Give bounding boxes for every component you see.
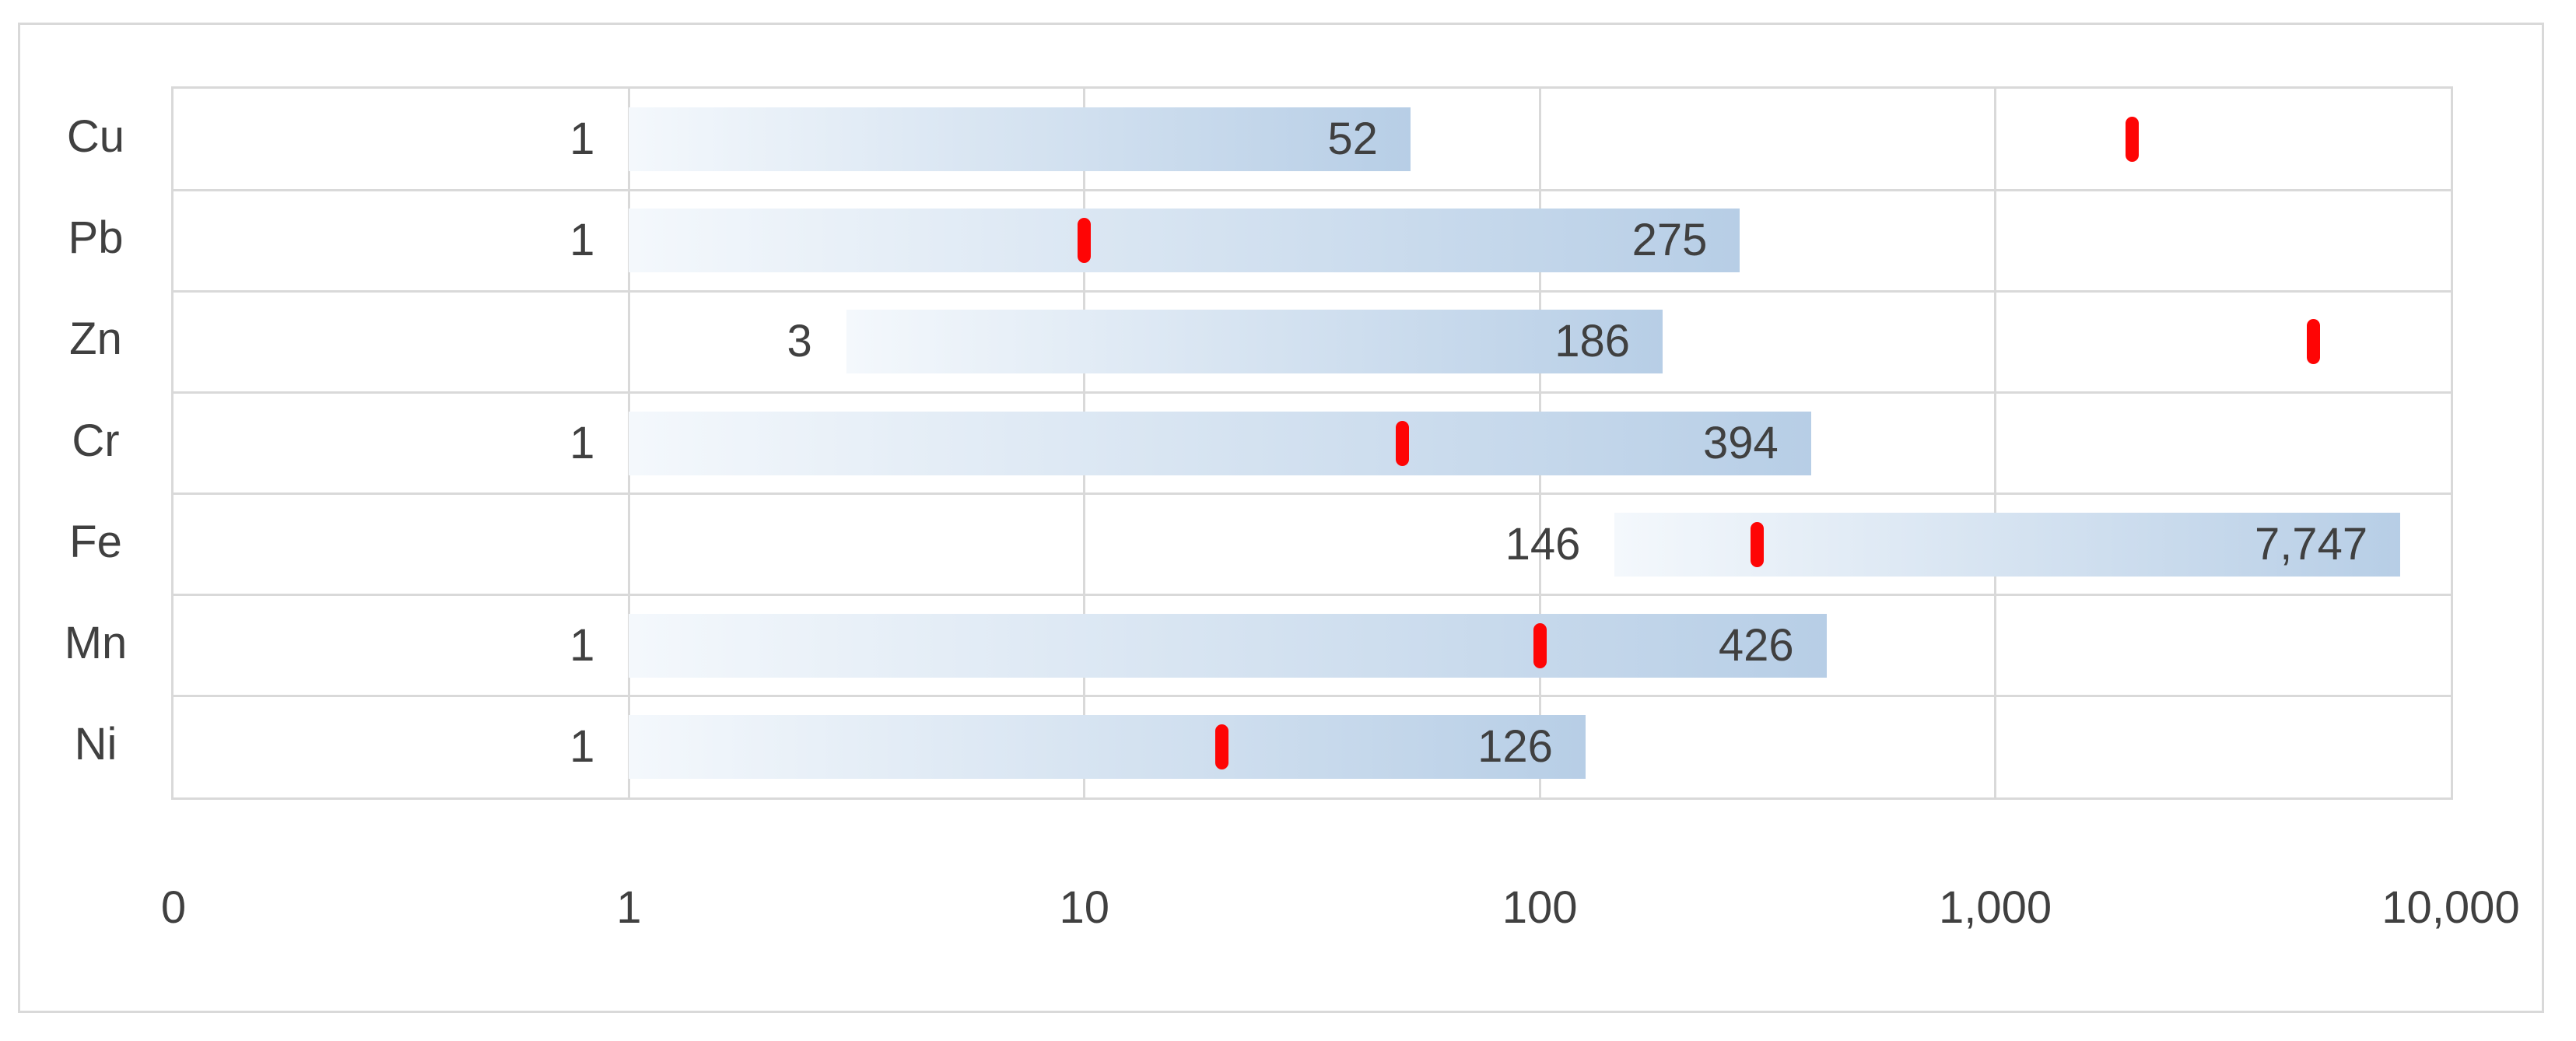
horizontal-gridline [173,289,2451,293]
category-label-mn: Mn [64,617,128,668]
range-bar-mn [629,613,1827,678]
x-tick-label-1: 1 [616,882,642,933]
min-value-label-pb: 1 [570,215,595,266]
reference-marker-mn [1533,622,1547,668]
horizontal-gridline [173,594,2451,597]
range-bar-ni [629,714,1586,779]
reference-marker-cu [2126,117,2140,163]
max-value-label-cr: 394 [1703,417,1779,468]
horizontal-gridline [173,492,2451,496]
max-value-label-mn: 426 [1718,619,1794,671]
max-value-label-zn: 186 [1554,316,1630,367]
horizontal-gridline [173,391,2451,394]
category-label-cu: Cu [66,111,125,163]
range-bar-cu [629,107,1411,172]
range-bar-fe [1614,512,2401,577]
max-value-label-pb: 275 [1631,215,1708,266]
min-value-label-ni: 1 [570,720,595,772]
category-label-cr: Cr [72,415,120,466]
x-tick-label-10000: 10,000 [2381,882,2520,933]
range-bar-pb [629,209,1740,273]
min-value-label-cu: 1 [570,114,595,165]
min-value-label-cr: 1 [570,417,595,468]
max-value-label-ni: 126 [1477,720,1553,772]
x-tick-label-1000: 1,000 [1939,882,2052,933]
reference-marker-fe [1751,521,1764,567]
x-tick-label-100: 100 [1502,882,1578,933]
plot-area: 1 52 1 275 3 186 1 394 146 7,747 1 426 1 126 [171,86,2453,800]
max-value-label-cu: 52 [1327,114,1378,165]
reference-marker-pb [1078,218,1092,264]
x-tick-label-10: 10 [1059,882,1110,933]
reference-marker-cr [1396,420,1410,466]
horizontal-gridline [173,695,2451,698]
range-bar-zn [846,310,1663,374]
category-label-zn: Zn [69,314,122,365]
x-tick-label-0: 0 [160,882,187,933]
category-label-fe: Fe [69,516,122,567]
min-value-label-mn: 1 [570,619,595,671]
reference-marker-ni [1214,724,1228,769]
vertical-gridline [1994,89,1997,797]
range-bar-cr [629,411,1811,475]
category-label-pb: Pb [68,212,124,264]
horizontal-gridline [173,188,2451,191]
category-label-ni: Ni [74,718,117,769]
min-value-label-fe: 146 [1505,518,1581,570]
value-axis: 0 1 10 100 1,000 10,000 [161,881,2520,935]
chart-frame: 1 52 1 275 3 186 1 394 146 7,747 1 426 1 126 Cu Pb Zn Cr… [18,23,2544,1013]
max-value-label-fe: 7,747 [2254,518,2368,570]
min-value-label-zn: 3 [787,316,812,367]
reference-marker-zn [2307,319,2321,365]
